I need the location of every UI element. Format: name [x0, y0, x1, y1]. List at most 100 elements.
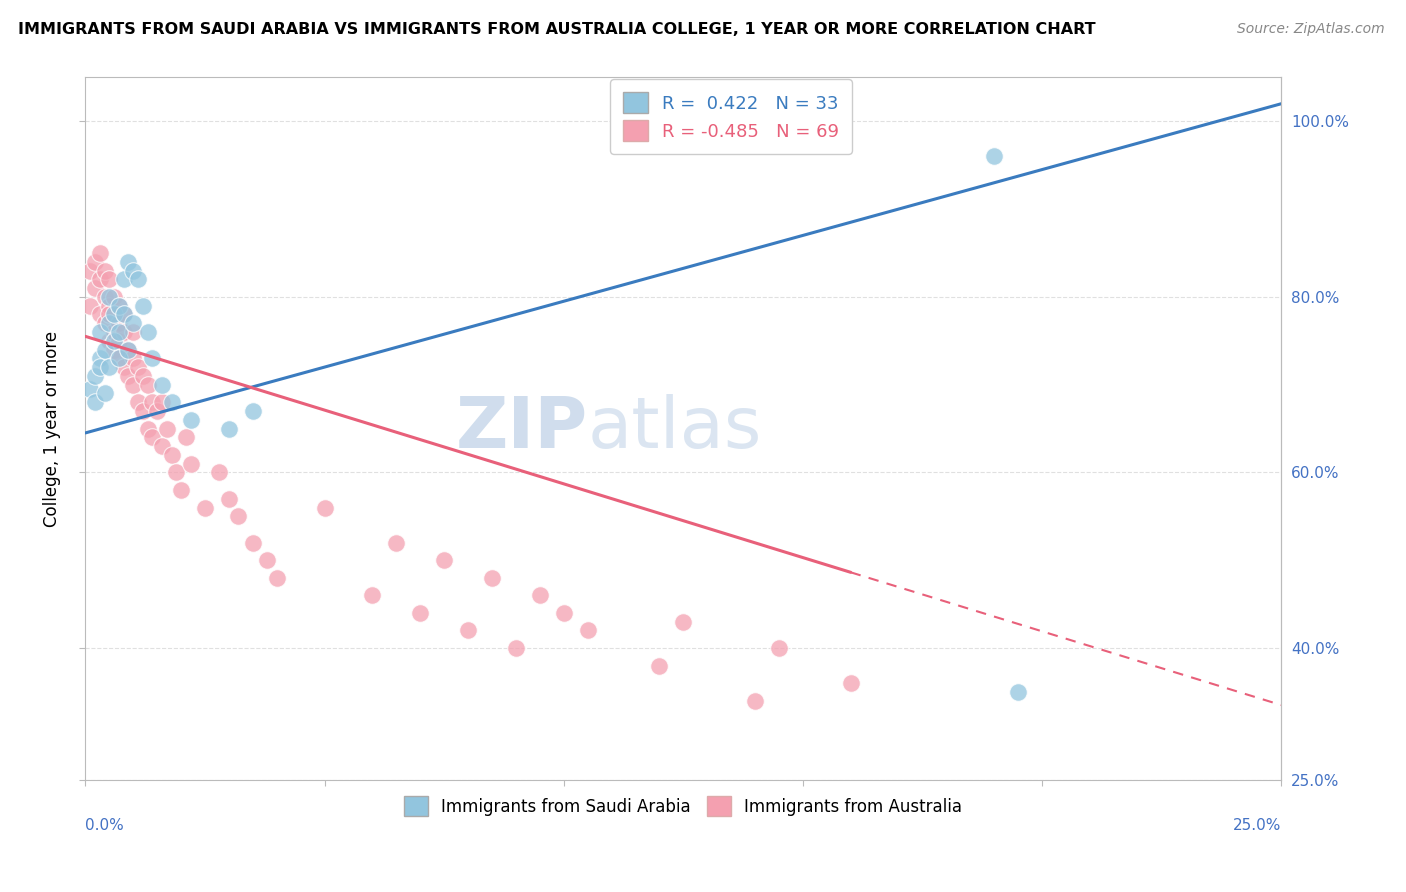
Y-axis label: College, 1 year or more: College, 1 year or more — [44, 330, 60, 526]
Point — [150, 439, 173, 453]
Point — [174, 430, 197, 444]
Point — [136, 325, 159, 339]
Point — [553, 606, 575, 620]
Point — [127, 360, 149, 375]
Text: atlas: atlas — [588, 394, 762, 463]
Point — [457, 624, 479, 638]
Point — [218, 491, 240, 506]
Point — [208, 466, 231, 480]
Point — [141, 395, 163, 409]
Point — [89, 351, 111, 366]
Point — [103, 325, 125, 339]
Point — [93, 343, 115, 357]
Point — [112, 325, 135, 339]
Point — [672, 615, 695, 629]
Point — [242, 404, 264, 418]
Text: ZIP: ZIP — [456, 394, 588, 463]
Point — [108, 351, 131, 366]
Point — [122, 316, 145, 330]
Point — [89, 325, 111, 339]
Point — [136, 421, 159, 435]
Text: IMMIGRANTS FROM SAUDI ARABIA VS IMMIGRANTS FROM AUSTRALIA COLLEGE, 1 YEAR OR MOR: IMMIGRANTS FROM SAUDI ARABIA VS IMMIGRAN… — [18, 22, 1095, 37]
Point — [122, 351, 145, 366]
Point — [117, 343, 139, 357]
Point — [84, 368, 107, 383]
Point — [84, 395, 107, 409]
Text: 25.0%: 25.0% — [1233, 818, 1281, 833]
Legend: Immigrants from Saudi Arabia, Immigrants from Australia: Immigrants from Saudi Arabia, Immigrants… — [396, 788, 970, 824]
Point — [98, 307, 121, 321]
Point — [117, 254, 139, 268]
Point — [180, 413, 202, 427]
Point — [132, 404, 155, 418]
Point — [256, 553, 278, 567]
Point — [122, 325, 145, 339]
Point — [93, 386, 115, 401]
Point — [314, 500, 336, 515]
Point — [409, 606, 432, 620]
Point — [150, 377, 173, 392]
Point — [84, 281, 107, 295]
Text: Source: ZipAtlas.com: Source: ZipAtlas.com — [1237, 22, 1385, 37]
Point — [141, 351, 163, 366]
Point — [79, 263, 101, 277]
Point — [108, 351, 131, 366]
Point — [98, 290, 121, 304]
Point — [93, 263, 115, 277]
Point — [112, 307, 135, 321]
Point — [576, 624, 599, 638]
Point — [98, 334, 121, 348]
Point — [433, 553, 456, 567]
Point — [79, 299, 101, 313]
Point — [89, 272, 111, 286]
Point — [180, 457, 202, 471]
Point — [98, 299, 121, 313]
Point — [242, 535, 264, 549]
Point — [228, 509, 250, 524]
Point — [108, 299, 131, 313]
Point — [112, 360, 135, 375]
Point — [744, 693, 766, 707]
Point — [1007, 685, 1029, 699]
Point — [103, 290, 125, 304]
Point — [648, 658, 671, 673]
Point — [117, 343, 139, 357]
Point — [98, 272, 121, 286]
Point — [132, 368, 155, 383]
Point — [122, 377, 145, 392]
Point — [98, 360, 121, 375]
Point — [505, 640, 527, 655]
Point — [98, 316, 121, 330]
Point — [156, 421, 179, 435]
Point — [141, 430, 163, 444]
Point — [108, 299, 131, 313]
Point — [112, 307, 135, 321]
Point — [89, 246, 111, 260]
Point — [103, 307, 125, 321]
Point — [266, 571, 288, 585]
Point — [93, 290, 115, 304]
Point — [839, 676, 862, 690]
Point — [136, 377, 159, 392]
Text: 0.0%: 0.0% — [86, 818, 124, 833]
Point — [103, 334, 125, 348]
Point — [385, 535, 408, 549]
Point — [132, 299, 155, 313]
Point — [127, 395, 149, 409]
Point — [165, 466, 187, 480]
Point — [122, 263, 145, 277]
Point — [170, 483, 193, 497]
Point — [93, 316, 115, 330]
Point — [127, 272, 149, 286]
Point — [160, 448, 183, 462]
Point — [529, 588, 551, 602]
Point — [103, 343, 125, 357]
Point — [361, 588, 384, 602]
Point — [89, 360, 111, 375]
Point — [79, 382, 101, 396]
Point — [112, 272, 135, 286]
Point — [146, 404, 169, 418]
Point — [117, 368, 139, 383]
Point — [481, 571, 503, 585]
Point — [108, 316, 131, 330]
